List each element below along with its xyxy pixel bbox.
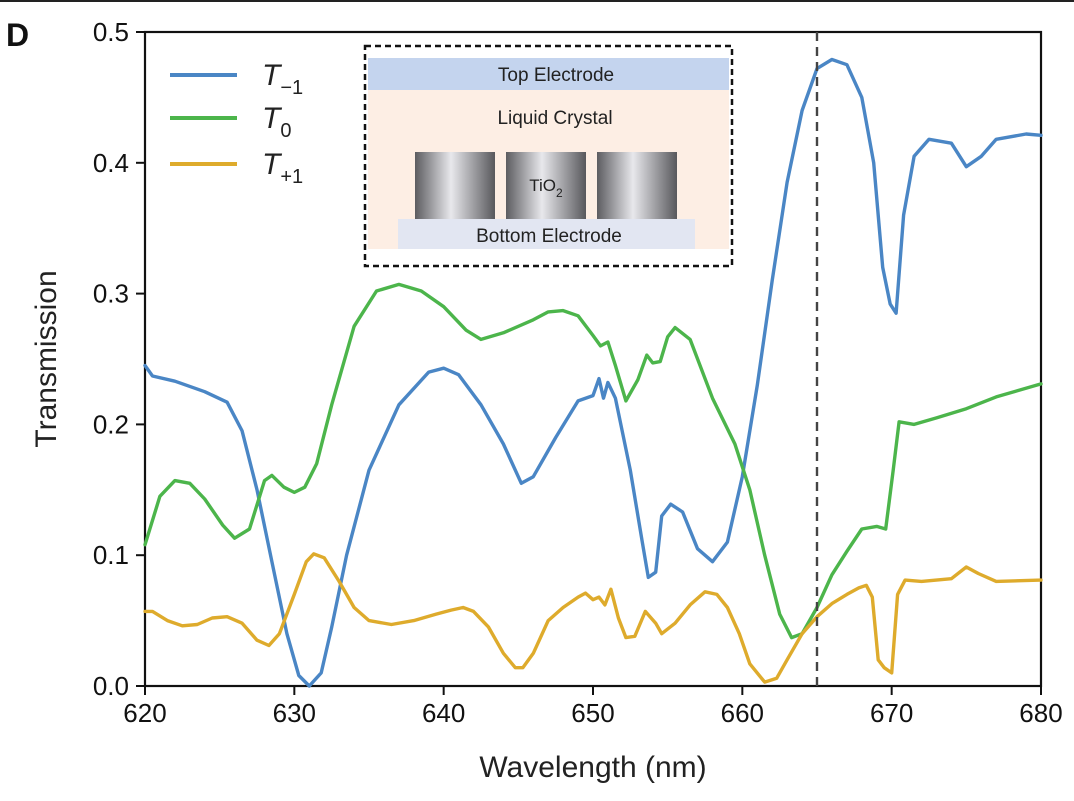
y-axis-label: Transmission — [30, 270, 63, 447]
tio2-label: TiO2 — [529, 176, 563, 200]
y-tick-label-2: 0.2 — [93, 409, 129, 439]
panel-label: D — [6, 17, 29, 53]
y-tick-label-0: 0.0 — [93, 671, 129, 701]
legend: T−1T0 T+1 — [170, 59, 303, 188]
liquid-crystal-label: Liquid Crystal — [497, 108, 612, 129]
top-electrode-label: Top Electrode — [498, 65, 614, 86]
bottom-electrode-label: Bottom Electrode — [476, 226, 622, 247]
series-line-t0 — [143, 282, 1043, 640]
x-axis-label: Wavelength (nm) — [479, 751, 706, 784]
x-tick-label-620: 620 — [123, 698, 166, 728]
legend-label-tminus1: T−1 — [262, 59, 303, 99]
x-tick-label-630: 630 — [273, 698, 316, 728]
axes-group: 620 630 640 650 660 670 680 0.0 0.1 0.2 0.3 0.4 0.5 W… — [30, 17, 1063, 784]
series-line-tplus1 — [143, 552, 1043, 684]
series-lines — [143, 32, 1043, 688]
series-line-tminus1 — [143, 57, 1043, 688]
bottom-electrode-layer — [398, 219, 695, 249]
tio2-pillar-left — [415, 152, 495, 219]
tio2-pillar-center — [506, 152, 586, 219]
x-tick-label-650: 650 — [571, 698, 614, 728]
y-tick-label-4: 0.4 — [93, 148, 129, 178]
inset-diagram: Top Electrode Liquid Crystal TiO2 Bottom… — [363, 44, 734, 268]
legend-label-t0: T0 — [262, 102, 291, 142]
top-electrode-layer — [368, 58, 729, 90]
legend-label-tplus1: T+1 — [262, 148, 303, 188]
tio2-pillar-right — [597, 152, 677, 219]
y-tick-label-1: 0.1 — [93, 540, 129, 570]
top-border-line — [0, 0, 1074, 2]
x-tick-label-660: 660 — [721, 698, 764, 728]
y-tick-label-3: 0.3 — [93, 279, 129, 309]
x-tick-label-680: 680 — [1019, 698, 1062, 728]
x-tick-label-670: 670 — [870, 698, 913, 728]
y-tick-label-5: 0.5 — [93, 17, 129, 47]
x-tick-label-640: 640 — [422, 698, 465, 728]
